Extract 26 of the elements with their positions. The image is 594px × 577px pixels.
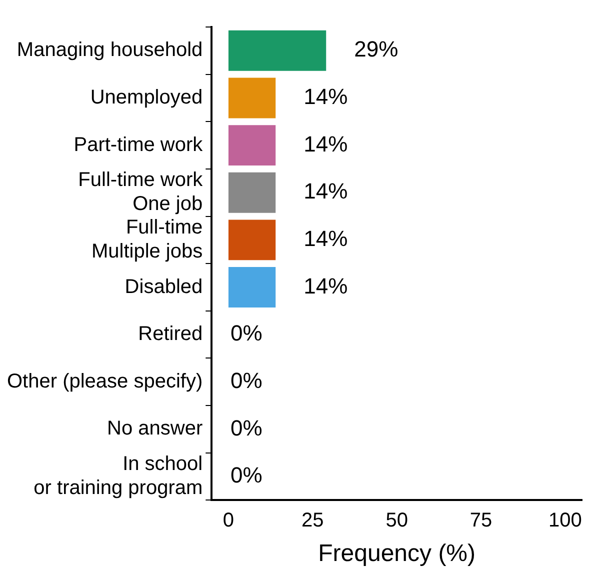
y-tick-label: Managing household [16,39,203,62]
y-tick-label: No answer [107,418,203,440]
data-label: 14% [304,273,348,298]
y-tick-label: Full-time work One job [78,169,204,216]
y-tick-label: Part-time work [74,134,204,156]
x-axis-title: Frequency (%) [318,540,476,568]
x-tick-label: 25 [302,510,324,532]
data-label: 14% [304,178,348,204]
y-tick-label: Unemployed [90,86,203,108]
x-tick-label: 0 [222,510,234,532]
x-tick-label: 75 [470,510,492,532]
data-label: 0% [230,462,262,488]
x-tick-label: 100 [548,510,582,532]
data-label: 14% [304,226,348,252]
y-tick-label: Other (please specify) [6,370,203,392]
data-label: 14% [304,131,348,156]
y-tick-label: Retired [138,323,203,346]
data-label: 14% [304,84,348,110]
data-label: 0% [230,415,262,440]
data-label: 0% [230,368,262,393]
data-label: 29% [354,36,398,62]
y-tick-label: In school or training program [34,453,203,500]
x-tick-label: 50 [386,510,408,532]
y-tick-label: Full-time Multiple jobs [91,216,203,262]
data-label: 0% [230,320,262,346]
y-tick-label: Disabled [124,276,203,298]
